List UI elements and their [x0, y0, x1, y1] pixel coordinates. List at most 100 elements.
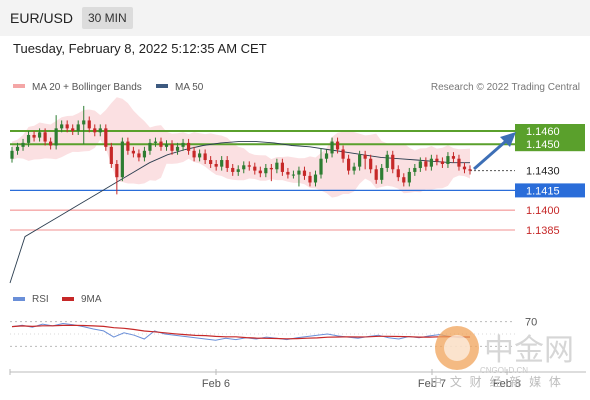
resistance-tag: [515, 124, 585, 138]
candle-body: [275, 162, 279, 170]
candle-body: [363, 154, 367, 159]
candle-body: [369, 158, 373, 170]
candle-body: [82, 120, 86, 125]
timeframe-button[interactable]: 30 MIN: [82, 7, 133, 29]
candle-body: [60, 124, 64, 129]
candle-body: [164, 144, 169, 147]
candle-body: [87, 120, 91, 129]
cngold-watermark: 中金网 CNGOLD.CN 中 文 财 经 新 媒 体: [430, 326, 574, 389]
candle-body: [120, 141, 124, 178]
candle-body: [457, 158, 461, 167]
rsi-line: [11, 322, 471, 341]
timestamp: Tuesday, February 8, 2022 5:12:35 AM CET: [13, 41, 267, 56]
candle-body: [220, 160, 224, 167]
candles: [10, 105, 472, 195]
candle-body: [396, 169, 400, 178]
candle-body: [159, 141, 163, 147]
ma50-legend-label: MA 50: [175, 82, 204, 93]
candle-body: [440, 161, 445, 164]
candle-body: [424, 161, 428, 167]
candle-body: [10, 150, 14, 159]
candle-body: [198, 153, 202, 158]
rsi-panel: 70: [10, 317, 537, 347]
candle-body: [231, 167, 235, 172]
candle-body: [446, 156, 450, 164]
candle-body: [209, 160, 213, 164]
candle-body: [214, 164, 218, 167]
candle-body: [192, 150, 196, 158]
last-price-tag: [515, 163, 585, 178]
candle-body: [380, 167, 384, 180]
candle-body: [391, 154, 395, 170]
candle-body: [358, 154, 362, 167]
candle-body: [264, 167, 268, 174]
candle-body: [418, 161, 422, 168]
candle-body: [142, 150, 147, 158]
candle-body: [330, 141, 334, 154]
forecast-arrow-head: [500, 132, 516, 147]
resistance-label: 1.1450: [526, 139, 560, 151]
cngold-logo-inner: [444, 335, 470, 361]
rsi-legend-label: RSI: [32, 294, 49, 305]
forecast-arrow: [473, 132, 516, 171]
candle-body: [258, 170, 262, 174]
resistance-label: 1.1460: [526, 126, 560, 138]
support-label: 1.1385: [526, 225, 560, 237]
candle-body: [407, 171, 411, 183]
candle-body: [413, 167, 417, 172]
candle-body: [374, 169, 378, 180]
candle-body: [402, 177, 406, 183]
resistance-tag: [515, 137, 585, 152]
candle-body: [126, 141, 130, 151]
pivot-tag: [515, 183, 585, 198]
candle-body: [115, 164, 119, 178]
candle-body: [104, 128, 108, 147]
symbol-label[interactable]: EUR/USD: [10, 10, 74, 26]
candle-body: [341, 149, 345, 159]
candle-body: [225, 160, 229, 168]
candle-body: [131, 150, 135, 154]
candle-body: [98, 128, 102, 133]
candle-body: [462, 166, 467, 170]
candle-body: [21, 142, 25, 147]
candle-body: [93, 128, 97, 133]
bollinger-legend-label: MA 20 + Bollinger Bands: [32, 82, 142, 93]
candle-body: [203, 153, 207, 161]
candle-body: [32, 134, 36, 138]
cngold-tagline: 中 文 财 经 新 媒 体: [430, 374, 563, 389]
candle-body: [43, 132, 47, 142]
candle-body: [291, 174, 296, 176]
candle-body: [236, 169, 240, 172]
candle-body: [76, 124, 80, 131]
candle-body: [286, 171, 290, 175]
candle-body: [26, 134, 31, 143]
candle-body: [313, 174, 318, 183]
candle-body: [186, 142, 191, 151]
forecast-arrow-shaft: [473, 139, 507, 171]
rsi-legend-swatch: [13, 297, 25, 301]
candle-body: [319, 158, 323, 175]
rsi-ma-legend-label: 9MA: [81, 294, 102, 305]
pivot-label: 1.1415: [526, 185, 560, 197]
time-axis-label: Feb 6: [202, 378, 230, 390]
candle-body: [153, 141, 158, 143]
candle-body: [15, 146, 20, 151]
candle-body: [435, 158, 439, 162]
candle-body: [324, 153, 329, 159]
rsi-level-label: 70: [525, 317, 537, 329]
last-price-label: 1.1430: [526, 166, 560, 178]
candle-body: [280, 162, 284, 172]
candle-body: [109, 146, 113, 164]
candle-body: [451, 156, 456, 159]
candle-body: [247, 165, 251, 167]
time-axis-label: Feb 8: [493, 378, 521, 390]
candle-body: [175, 146, 180, 151]
candle-body: [385, 154, 389, 168]
rsi-ma-line: [11, 324, 471, 340]
candle-body: [49, 141, 53, 146]
candle-body: [170, 144, 174, 151]
candle-body: [181, 142, 185, 147]
ma50-legend-swatch: [156, 84, 168, 88]
candle-body: [468, 169, 472, 171]
